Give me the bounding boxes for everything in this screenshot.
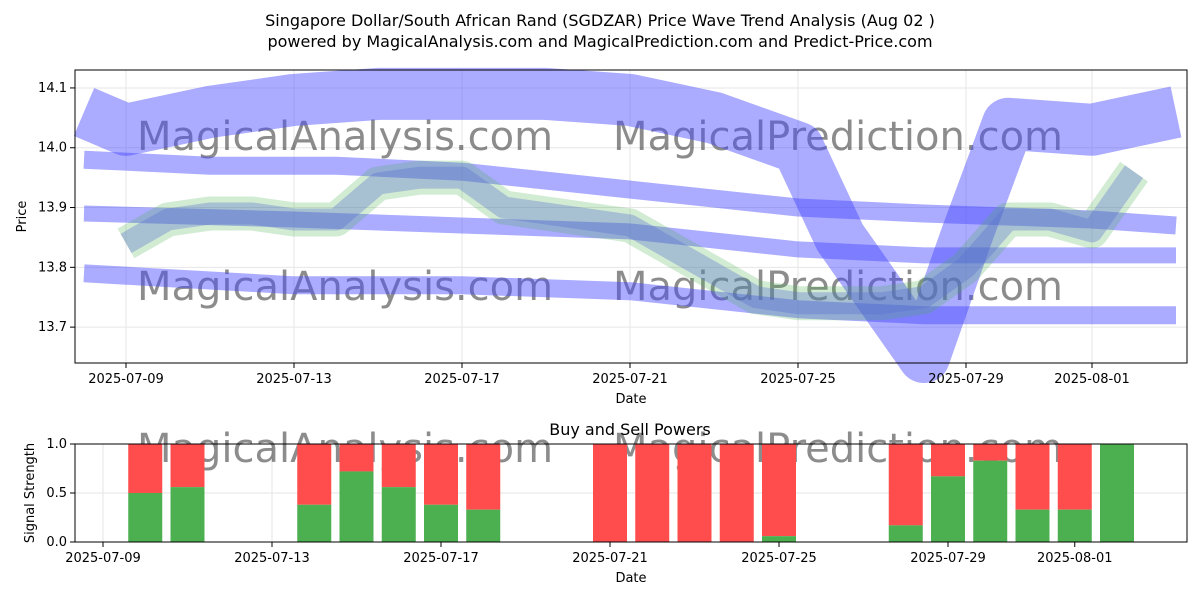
sell-bar: [635, 444, 670, 542]
sell-bar: [170, 444, 205, 488]
buy-bar: [170, 487, 205, 542]
watermark-text: MagicalAnalysis.com: [137, 264, 553, 310]
sell-bar: [339, 444, 374, 472]
x-tick-label: 2025-07-21: [592, 372, 668, 387]
price-panel: MagicalAnalysis.com MagicalPrediction.com…: [15, 67, 1188, 407]
y-tick-label: 1.0: [46, 437, 67, 452]
y-tick-label: 14.1: [38, 81, 67, 96]
watermark-text: MagicalAnalysis.com: [137, 114, 553, 160]
watermark-text: MagicalPrediction.com: [613, 114, 1063, 160]
y-axis-label: Price: [15, 201, 30, 233]
upper-wave-band: [73, 67, 1182, 383]
x-tick-label: 2025-07-09: [65, 551, 141, 566]
sell-bar: [931, 444, 965, 477]
price-wave-green-band: [117, 160, 1148, 321]
x-tick-label: 2025-07-13: [256, 372, 332, 387]
sell-bar: [297, 444, 332, 505]
buy-bar: [888, 525, 923, 542]
x-tick-label: 2025-07-29: [928, 372, 1004, 387]
watermark-text: MagicalPrediction.com: [613, 264, 1063, 310]
x-tick-label: 2025-07-29: [910, 551, 986, 566]
buy-bar: [424, 504, 458, 542]
y-tick-label: 13.7: [38, 320, 67, 335]
chart-subtitle: powered by MagicalAnalysis.com and Magic…: [267, 32, 932, 51]
sell-bar: [1057, 444, 1092, 510]
plot-frame: [74, 69, 1188, 364]
y-tick-label: 13.9: [38, 201, 67, 216]
x-tick-label: 2025-07-25: [741, 551, 817, 566]
sell-bar: [762, 444, 796, 537]
buy-bar: [931, 476, 965, 542]
x-tick-label: 2025-07-25: [760, 372, 836, 387]
bottom-chart-title: Buy and Sell Powers: [549, 420, 711, 439]
lower-wave-band: [83, 264, 1176, 325]
x-tick-label: 2025-07-13: [234, 551, 310, 566]
x-axis-label: Date: [615, 571, 646, 586]
sell-bar: [466, 444, 501, 510]
sell-bar: [593, 444, 627, 542]
buy-bar: [128, 493, 163, 542]
buy-bar: [381, 487, 416, 542]
sell-bar: [381, 444, 416, 488]
buy-bar: [1015, 509, 1050, 542]
buy-bar: [466, 509, 501, 542]
buy-bar: [973, 460, 1008, 542]
center-wave-band: [83, 205, 1176, 264]
buy-bar: [1057, 509, 1092, 542]
y-tick-label: 14.0: [38, 141, 67, 156]
sell-bar: [1015, 444, 1050, 510]
signal-panel: MagicalAnalysis.comMagicalPrediction.com…: [23, 426, 1188, 586]
y-tick-label: 0.0: [46, 535, 67, 550]
buy-bar: [762, 536, 796, 542]
sell-bar: [973, 444, 1008, 461]
sell-bar: [719, 444, 754, 542]
sell-bar: [888, 444, 923, 526]
x-axis-label: Date: [615, 392, 646, 407]
y-axis-label: Signal Strength: [23, 443, 38, 543]
x-tick-label: 2025-07-21: [572, 551, 648, 566]
mid-wave-band: [83, 150, 1177, 235]
sell-bar: [424, 444, 458, 505]
y-tick-label: 13.8: [38, 260, 67, 275]
x-tick-label: 2025-07-17: [403, 551, 479, 566]
x-tick-label: 2025-07-17: [424, 372, 500, 387]
x-tick-label: 2025-07-09: [88, 372, 164, 387]
sell-bar: [677, 444, 712, 542]
buy-bar: [1100, 444, 1134, 542]
buy-bar: [339, 471, 374, 542]
x-tick-label: 2025-08-01: [1037, 551, 1113, 566]
y-tick-label: 0.5: [46, 486, 67, 501]
chart-title: Singapore Dollar/South African Rand (SGD…: [265, 11, 935, 30]
price-wave-blue-band: [120, 165, 1143, 315]
sell-bar: [128, 444, 163, 493]
buy-bar: [297, 504, 332, 542]
x-tick-label: 2025-08-01: [1054, 372, 1130, 387]
